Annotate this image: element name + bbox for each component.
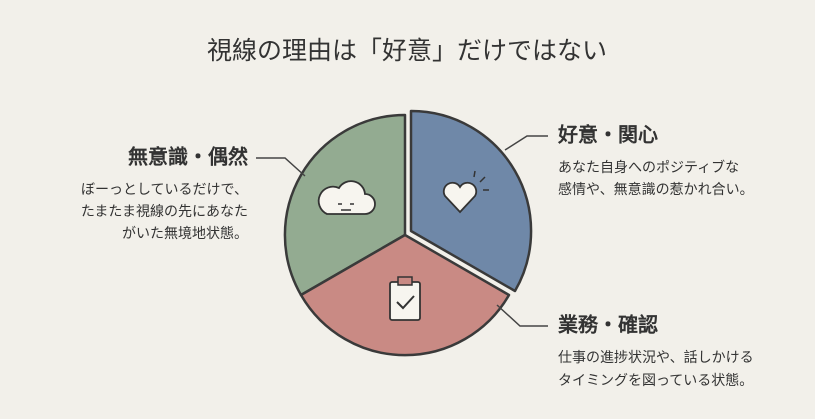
title: 視線の理由は「好意」だけではない — [207, 36, 607, 65]
cloud-face — [338, 203, 354, 211]
description: 仕事の進捗状況や、話しかける — [558, 349, 754, 366]
description: タイミングを図っている状態。 — [558, 373, 753, 389]
description: 感情や、無意識の惹かれ合い。 — [558, 181, 754, 198]
label: 好意・関心 — [557, 123, 658, 147]
description: たまたま視線の先にあなた — [81, 204, 248, 220]
clipboard-clip — [397, 276, 413, 286]
description: ぼーっとしているだけで、 — [81, 182, 248, 198]
description: あなた自身へのポジティブな — [558, 159, 739, 176]
connector — [504, 135, 548, 151]
check — [396, 295, 415, 310]
heart-icon — [442, 181, 478, 214]
cloud-icon — [317, 180, 376, 215]
connector — [496, 304, 548, 327]
heart-sparkle — [473, 170, 489, 191]
label: 無意識・偶然 — [128, 145, 248, 169]
pie — [283, 109, 533, 357]
description: がいた無境地状態。 — [122, 226, 248, 242]
connector — [256, 157, 306, 177]
clipboard-icon — [389, 281, 421, 321]
label: 業務・確認 — [558, 313, 658, 337]
